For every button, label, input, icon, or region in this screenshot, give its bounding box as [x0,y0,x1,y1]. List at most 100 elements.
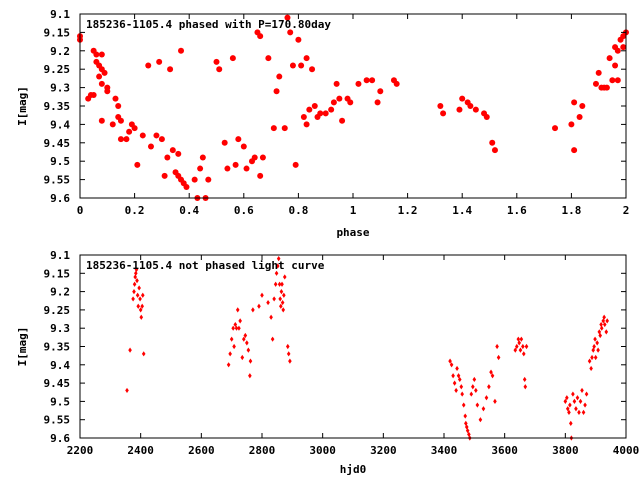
phased-chart-data-point [303,121,310,128]
light-curve-chart-data-point [128,347,132,353]
light-curve-chart-x-tick-label: 3600 [491,444,518,457]
light-curve-chart-data-point [475,402,480,408]
light-curve-chart-data-point [132,281,137,287]
phased-chart-data-point [161,172,168,179]
light-curve-chart-data-point [280,299,285,306]
light-curve-chart-data-point [135,278,139,284]
light-curve-chart-data-point [240,354,245,361]
light-curve-chart-x-axis-title: hjd0 [340,463,367,476]
light-curve-chart-data-point [489,369,493,375]
phased-chart-data-point [101,69,108,76]
light-curve-chart-data-point [242,336,246,342]
light-curve-chart-data-point [260,292,264,298]
phased-chart-data-point [456,106,463,113]
light-curve-chart-data-point [269,314,273,320]
light-curve-chart-data-point [226,362,231,368]
light-curve-chart-y-tick-label: 9.35 [44,341,71,354]
light-curve-chart-x-tick-label: 2400 [127,444,154,457]
phased-chart-x-tick-label: 0 [77,204,84,217]
phased-chart-data-point [281,125,288,132]
light-curve-chart-data-point [286,351,291,357]
phased-chart-data-point [216,66,223,73]
phased-chart-data-point [153,132,160,139]
phased-chart-y-tick-label: 9.45 [44,137,71,150]
light-curve-chart-data-point [518,347,523,353]
light-curve-chart-data-point [568,420,573,426]
light-curve-chart-data-point [595,340,599,346]
light-curve-chart-y-tick-label: 9.55 [44,414,71,427]
light-curve-chart-data-point [575,395,580,401]
light-curve-chart-data-point [266,299,270,306]
phased-chart-y-tick-label: 9.1 [50,8,70,21]
light-curve-chart-data-point [273,281,278,287]
phased-chart-data-point [257,172,264,179]
phased-chart-data-point [592,80,599,87]
phased-chart-data-point [614,77,621,84]
light-curve-chart-data-point [464,424,469,430]
light-curve-chart-title: 185236-1105.4 not phased light curve [86,259,325,272]
light-curve-chart-y-tick-label: 9.6 [50,432,70,445]
phased-chart-data-point [306,106,313,113]
phased-chart-data-point [311,103,318,109]
phased-chart-data-point [292,161,299,168]
phased-chart-y-tick-label: 9.35 [44,100,71,113]
light-curve-chart-data-point [605,318,609,324]
phased-chart-data-point [579,103,586,109]
light-curve-chart-data-point [601,318,606,324]
phased-chart-data-point [98,80,105,87]
phased-chart-data-point [287,29,294,36]
light-curve-chart-data-point [282,292,286,298]
light-curve-chart-data-point [140,292,145,298]
phased-chart-data-point [322,110,329,117]
phased-chart-data-point [576,114,583,121]
phased-chart-data-point [603,84,610,91]
phased-chart-data-point [112,95,119,102]
phased-chart-data-point [276,73,283,80]
phased-chart-data-point [257,33,264,40]
light-curve-chart-data-point [593,354,598,361]
light-curve-chart-data-point [455,365,459,372]
phased-chart-data-point [270,125,277,132]
light-curve-chart-data-point [522,376,527,383]
phased-chart-x-tick-label: 1.6 [507,204,527,217]
phased-chart-x-tick-label: 1.2 [398,204,418,217]
light-curve-chart-data-point [563,398,568,404]
light-curve-chart-data-point [580,387,584,394]
light-curve-chart-data-point [474,387,478,394]
phased-chart-data-point [552,125,559,132]
phased-chart-data-point [259,154,266,161]
phased-chart-data-point [336,95,343,102]
phased-chart-y-tick-label: 9.6 [50,192,70,205]
phased-chart-data-point [265,55,272,62]
phased-chart-data-point [164,154,171,161]
light-curve-chart-data-point [133,274,138,280]
phased-chart-y-axis-title: I[mag] [16,86,29,126]
light-curve-chart-data-point [478,417,483,423]
phased-chart-data-point [235,136,242,143]
light-curve-chart-data-point [464,420,468,426]
light-curve-chart-data-point [231,325,235,331]
phased-chart-x-tick-label: 1.8 [561,204,581,217]
light-curve-chart-data-point [587,358,592,364]
light-curve-chart-data-point [245,340,249,346]
phased-chart-points [77,14,629,201]
light-curve-chart-data-point [567,409,571,415]
phased-chart-data-point [178,47,185,54]
light-curve-chart-data-point [487,384,491,390]
light-curve-chart-data-point [589,365,593,372]
phased-chart-data-point [328,106,335,113]
phased-chart-data-point [317,110,324,117]
light-curve-chart-data-point [135,292,140,298]
light-curve-chart-data-point [596,347,600,353]
light-curve-chart-data-point [125,387,129,394]
light-curve-chart-y-tick-label: 9.1 [50,249,70,262]
phased-chart-data-point [347,99,354,106]
light-curve-chart-y-tick-label: 9.3 [50,322,70,335]
light-curve-chart-x-tick-label: 3800 [552,444,579,457]
phased-chart-data-point [595,69,602,76]
light-curve-chart-data-point [275,263,280,269]
phased-chart-data-point [251,154,258,161]
light-curve-chart-data-point [281,307,286,313]
light-curve-chart-data-point [584,391,589,397]
light-curve-chart-data-point [495,343,499,350]
